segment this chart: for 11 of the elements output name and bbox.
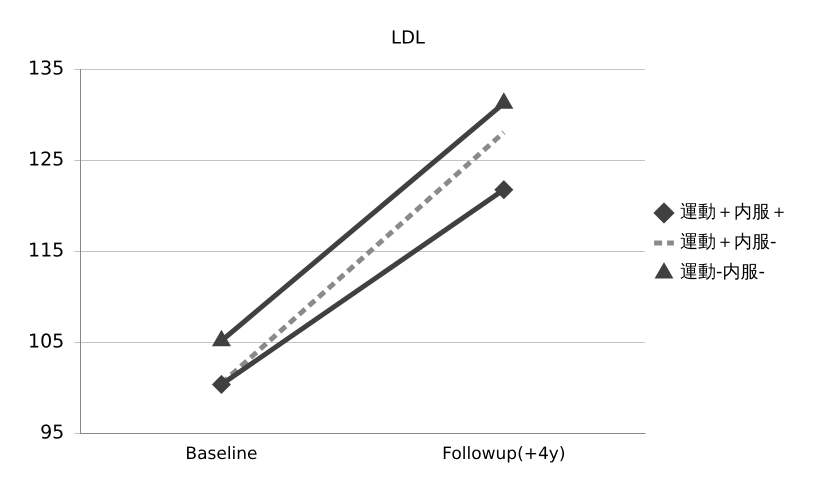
- y-tick-label: 105: [28, 330, 64, 353]
- y-tick-label: 135: [28, 58, 64, 80]
- y-tick-label: 95: [40, 422, 64, 444]
- x-tick-label: Baseline: [185, 444, 258, 464]
- legend-label: 運動＋内服＋: [680, 202, 788, 223]
- chart-title: LDL: [391, 27, 425, 48]
- legend-label: 運動＋内服-: [680, 232, 776, 253]
- y-tick-label: 115: [28, 240, 64, 262]
- x-tick-label: Followup(+4y): [442, 444, 566, 464]
- legend-label: 運動-内服-: [680, 262, 765, 283]
- y-tick-label: 125: [28, 148, 64, 171]
